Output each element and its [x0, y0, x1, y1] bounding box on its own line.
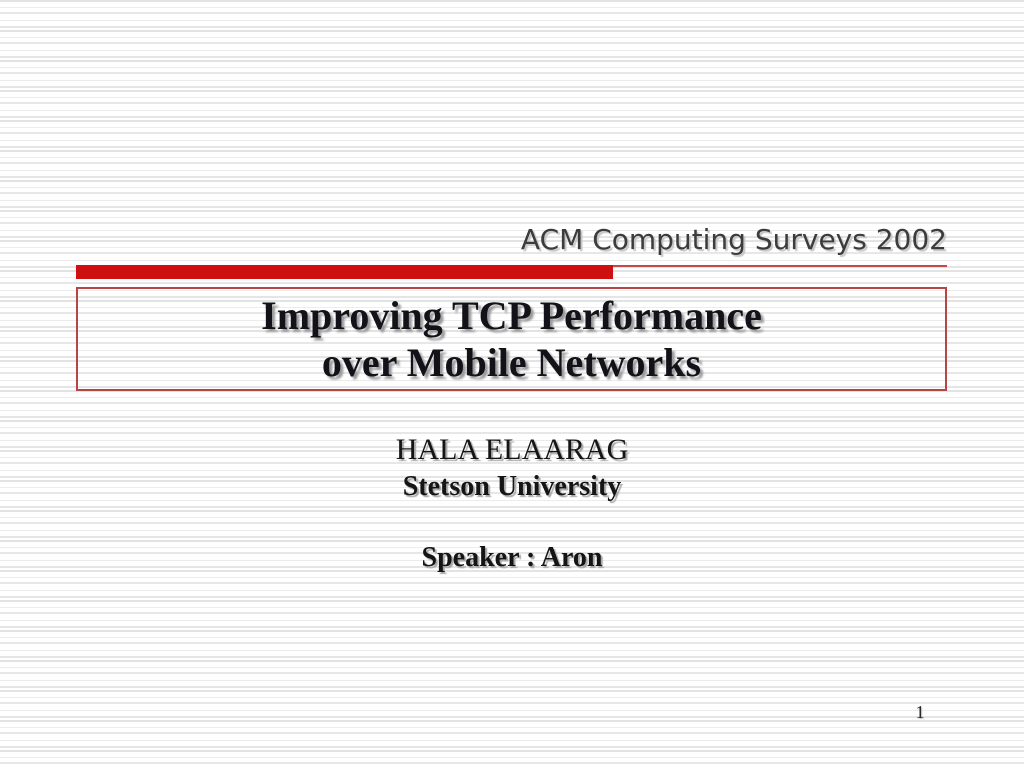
- speaker-credit: Speaker : Aron: [421, 542, 603, 573]
- author-name: HALA ELAARAG: [395, 433, 629, 466]
- accent-bar-thick: [76, 265, 613, 279]
- slide-header-label: ACM Computing Surveys 2002: [520, 223, 947, 256]
- author-affiliation: Stetson University: [402, 471, 622, 502]
- slide-title-line-2: over Mobile Networks: [321, 340, 702, 385]
- slide-title-line-1: Improving TCP Performance: [261, 293, 762, 338]
- page-number: 1: [915, 702, 925, 722]
- title-box: Improving TCP Performance over Mobile Ne…: [76, 287, 947, 391]
- accent-line-thin: [613, 265, 947, 267]
